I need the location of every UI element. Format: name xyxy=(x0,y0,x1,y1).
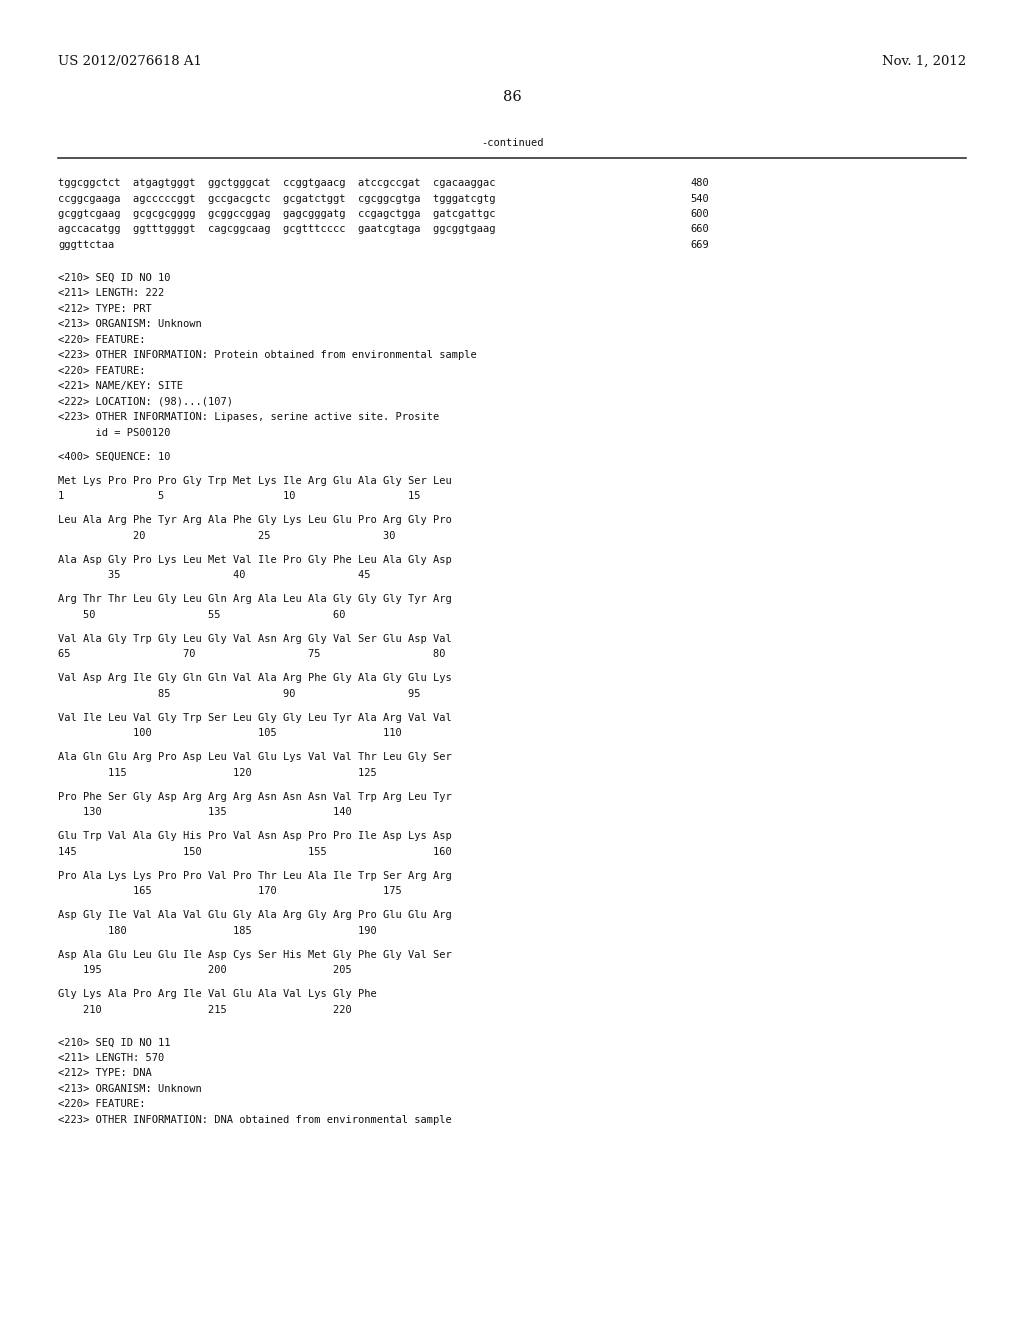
Text: Ala Gln Glu Arg Pro Asp Leu Val Glu Lys Val Val Thr Leu Gly Ser: Ala Gln Glu Arg Pro Asp Leu Val Glu Lys … xyxy=(58,752,452,762)
Text: 100                 105                 110: 100 105 110 xyxy=(58,729,401,738)
Text: Glu Trp Val Ala Gly His Pro Val Asn Asp Pro Pro Ile Asp Lys Asp: Glu Trp Val Ala Gly His Pro Val Asn Asp … xyxy=(58,832,452,841)
Text: <212> TYPE: PRT: <212> TYPE: PRT xyxy=(58,304,152,314)
Text: 165                 170                 175: 165 170 175 xyxy=(58,886,401,896)
Text: gcggtcgaag  gcgcgcgggg  gcggccggag  gagcgggatg  ccgagctgga  gatcgattgc: gcggtcgaag gcgcgcgggg gcggccggag gagcggg… xyxy=(58,209,496,219)
Text: Val Ala Gly Trp Gly Leu Gly Val Asn Arg Gly Val Ser Glu Asp Val: Val Ala Gly Trp Gly Leu Gly Val Asn Arg … xyxy=(58,634,452,644)
Text: Nov. 1, 2012: Nov. 1, 2012 xyxy=(882,55,966,69)
Text: 669: 669 xyxy=(690,240,709,249)
Text: 20                  25                  30: 20 25 30 xyxy=(58,531,395,541)
Text: <210> SEQ ID NO 10: <210> SEQ ID NO 10 xyxy=(58,272,171,282)
Text: Pro Ala Lys Lys Pro Pro Val Pro Thr Leu Ala Ile Trp Ser Arg Arg: Pro Ala Lys Lys Pro Pro Val Pro Thr Leu … xyxy=(58,871,452,880)
Text: <400> SEQUENCE: 10: <400> SEQUENCE: 10 xyxy=(58,451,171,462)
Text: Gly Lys Ala Pro Arg Ile Val Glu Ala Val Lys Gly Phe: Gly Lys Ala Pro Arg Ile Val Glu Ala Val … xyxy=(58,990,377,999)
Text: Pro Phe Ser Gly Asp Arg Arg Arg Asn Asn Asn Val Trp Arg Leu Tyr: Pro Phe Ser Gly Asp Arg Arg Arg Asn Asn … xyxy=(58,792,452,801)
Text: US 2012/0276618 A1: US 2012/0276618 A1 xyxy=(58,55,202,69)
Text: <220> FEATURE:: <220> FEATURE: xyxy=(58,366,145,376)
Text: <213> ORGANISM: Unknown: <213> ORGANISM: Unknown xyxy=(58,1084,202,1094)
Text: <223> OTHER INFORMATION: DNA obtained from environmental sample: <223> OTHER INFORMATION: DNA obtained fr… xyxy=(58,1115,452,1125)
Text: Asp Gly Ile Val Ala Val Glu Gly Ala Arg Gly Arg Pro Glu Glu Arg: Asp Gly Ile Val Ala Val Glu Gly Ala Arg … xyxy=(58,911,452,920)
Text: <223> OTHER INFORMATION: Protein obtained from environmental sample: <223> OTHER INFORMATION: Protein obtaine… xyxy=(58,350,477,360)
Text: 600: 600 xyxy=(690,209,709,219)
Text: 660: 660 xyxy=(690,224,709,235)
Text: 115                 120                 125: 115 120 125 xyxy=(58,768,377,777)
Text: Leu Ala Arg Phe Tyr Arg Ala Phe Gly Lys Leu Glu Pro Arg Gly Pro: Leu Ala Arg Phe Tyr Arg Ala Phe Gly Lys … xyxy=(58,515,452,525)
Text: <220> FEATURE:: <220> FEATURE: xyxy=(58,1100,145,1110)
Text: 145                 150                 155                 160: 145 150 155 160 xyxy=(58,847,452,857)
Text: 540: 540 xyxy=(690,194,709,203)
Text: 35                  40                  45: 35 40 45 xyxy=(58,570,371,581)
Text: Arg Thr Thr Leu Gly Leu Gln Arg Ala Leu Ala Gly Gly Gly Tyr Arg: Arg Thr Thr Leu Gly Leu Gln Arg Ala Leu … xyxy=(58,594,452,605)
Text: Met Lys Pro Pro Pro Gly Trp Met Lys Ile Arg Glu Ala Gly Ser Leu: Met Lys Pro Pro Pro Gly Trp Met Lys Ile … xyxy=(58,475,452,486)
Text: 1               5                   10                  15: 1 5 10 15 xyxy=(58,491,421,502)
Text: <212> TYPE: DNA: <212> TYPE: DNA xyxy=(58,1068,152,1078)
Text: <221> NAME/KEY: SITE: <221> NAME/KEY: SITE xyxy=(58,381,183,391)
Text: <220> FEATURE:: <220> FEATURE: xyxy=(58,334,145,345)
Text: 50                  55                  60: 50 55 60 xyxy=(58,610,345,619)
Text: Val Ile Leu Val Gly Trp Ser Leu Gly Gly Leu Tyr Ala Arg Val Val: Val Ile Leu Val Gly Trp Ser Leu Gly Gly … xyxy=(58,713,452,723)
Text: tggcggctct  atgagtgggt  ggctgggcat  ccggtgaacg  atccgccgat  cgacaaggac: tggcggctct atgagtgggt ggctgggcat ccggtga… xyxy=(58,178,496,187)
Text: Ala Asp Gly Pro Lys Leu Met Val Ile Pro Gly Phe Leu Ala Gly Asp: Ala Asp Gly Pro Lys Leu Met Val Ile Pro … xyxy=(58,554,452,565)
Text: 195                 200                 205: 195 200 205 xyxy=(58,965,352,975)
Text: <223> OTHER INFORMATION: Lipases, serine active site. Prosite: <223> OTHER INFORMATION: Lipases, serine… xyxy=(58,412,439,422)
Text: -continued: -continued xyxy=(480,139,544,148)
Text: 180                 185                 190: 180 185 190 xyxy=(58,925,377,936)
Text: Val Asp Arg Ile Gly Gln Gln Val Ala Arg Phe Gly Ala Gly Glu Lys: Val Asp Arg Ile Gly Gln Gln Val Ala Arg … xyxy=(58,673,452,684)
Text: <210> SEQ ID NO 11: <210> SEQ ID NO 11 xyxy=(58,1038,171,1048)
Text: 480: 480 xyxy=(690,178,709,187)
Text: 65                  70                  75                  80: 65 70 75 80 xyxy=(58,649,445,659)
Text: ccggcgaaga  agcccccggt  gccgacgctc  gcgatctggt  cgcggcgtga  tgggatcgtg: ccggcgaaga agcccccggt gccgacgctc gcgatct… xyxy=(58,194,496,203)
Text: <222> LOCATION: (98)...(107): <222> LOCATION: (98)...(107) xyxy=(58,396,233,407)
Text: 210                 215                 220: 210 215 220 xyxy=(58,1005,352,1015)
Text: 130                 135                 140: 130 135 140 xyxy=(58,808,352,817)
Text: <213> ORGANISM: Unknown: <213> ORGANISM: Unknown xyxy=(58,319,202,329)
Text: gggttctaa: gggttctaa xyxy=(58,240,115,249)
Text: 86: 86 xyxy=(503,90,521,104)
Text: Asp Ala Glu Leu Glu Ile Asp Cys Ser His Met Gly Phe Gly Val Ser: Asp Ala Glu Leu Glu Ile Asp Cys Ser His … xyxy=(58,950,452,960)
Text: <211> LENGTH: 570: <211> LENGTH: 570 xyxy=(58,1053,164,1063)
Text: 85                  90                  95: 85 90 95 xyxy=(58,689,421,698)
Text: id = PS00120: id = PS00120 xyxy=(58,428,171,437)
Text: <211> LENGTH: 222: <211> LENGTH: 222 xyxy=(58,288,164,298)
Text: agccacatgg  ggtttggggt  cagcggcaag  gcgtttcccc  gaatcgtaga  ggcggtgaag: agccacatgg ggtttggggt cagcggcaag gcgtttc… xyxy=(58,224,496,235)
